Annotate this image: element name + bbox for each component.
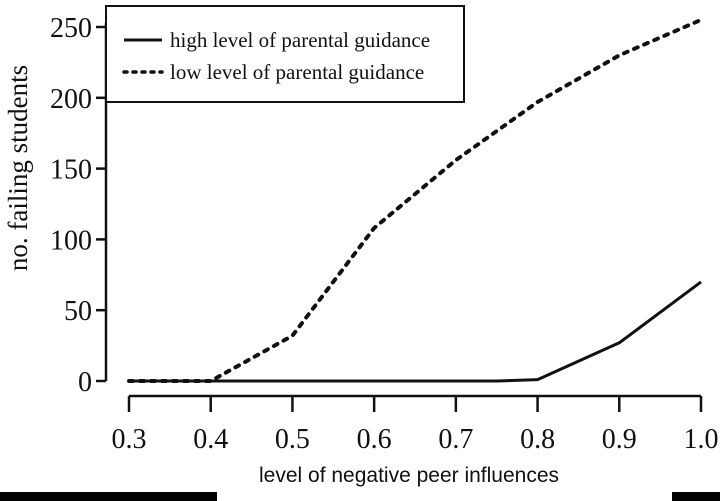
legend-label-high: high level of parental guidance bbox=[170, 28, 430, 52]
y-axis: 0 50 100 150 200 250 bbox=[50, 13, 108, 398]
x-tick-label: 1.0 bbox=[684, 424, 719, 455]
x-tick-label: 0.3 bbox=[112, 424, 147, 455]
series-line-high-guidance bbox=[129, 280, 702, 383]
legend-box bbox=[105, 5, 465, 103]
y-tick-label: 100 bbox=[50, 225, 92, 256]
plot-lines bbox=[127, 17, 703, 383]
legend-label-low: low level of parental guidance bbox=[170, 60, 424, 84]
y-tick-label: 250 bbox=[50, 13, 92, 44]
x-tick-label: 0.5 bbox=[275, 424, 310, 455]
x-tick-label: 0.7 bbox=[438, 424, 473, 455]
y-tick-label: 50 bbox=[64, 296, 92, 327]
y-tick-label: 150 bbox=[50, 155, 92, 186]
bottom-bar-right bbox=[672, 492, 720, 501]
x-tick-label: 0.9 bbox=[602, 424, 637, 455]
x-axis: 0.3 0.4 0.5 0.6 0.7 0.8 0.9 1.0 bbox=[112, 394, 719, 455]
x-tick-label: 0.8 bbox=[520, 424, 555, 455]
y-tick-label: 200 bbox=[50, 84, 92, 115]
bottom-bar-left bbox=[0, 492, 217, 501]
x-tick-label: 0.6 bbox=[357, 424, 392, 455]
series-line-low-guidance bbox=[127, 17, 703, 383]
legend: high level of parental guidance low leve… bbox=[105, 5, 465, 103]
x-tick-label: 0.4 bbox=[193, 424, 228, 455]
y-axis-label: no. failing students bbox=[3, 65, 33, 271]
x-axis-label: level of negative peer influences bbox=[259, 464, 559, 487]
y-tick-label: 0 bbox=[78, 367, 92, 398]
